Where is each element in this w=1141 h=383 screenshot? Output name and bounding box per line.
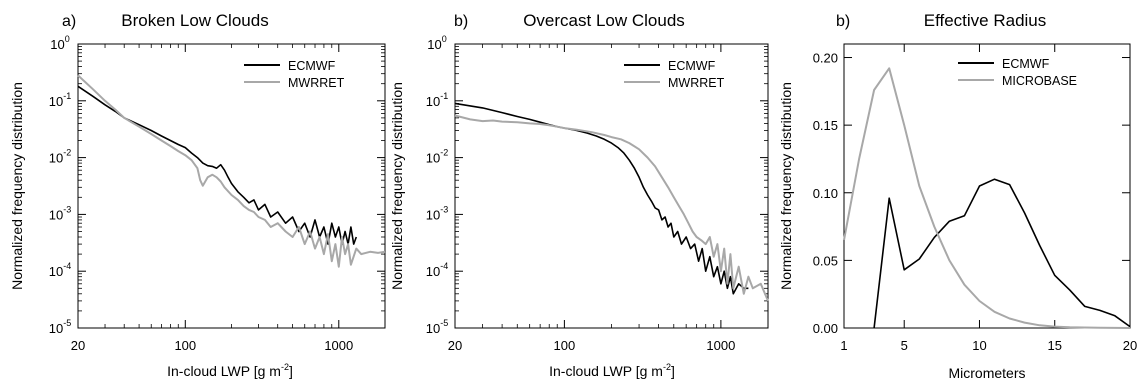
panel-b-y-tick-label: 10-1	[426, 91, 448, 109]
panel-a-series-line-ecmwf	[77, 85, 358, 245]
panel-c-x-axis-label: Micrometers	[948, 365, 1025, 381]
panel-c-legend-microbase: MICROBASE	[1002, 74, 1077, 88]
panel-b-legend: ECMWF MWRRET	[624, 59, 725, 90]
panel-b-x-tick-label: 100	[554, 338, 576, 353]
panel-c-series	[843, 67, 1131, 329]
panel-b-letter: b)	[454, 13, 468, 30]
panel-c-y-tick-label: 0.00	[813, 321, 838, 336]
panel-broken-low-clouds: a) Broken Low Clouds 20 100 1000 100 10-1 10-…	[9, 11, 386, 379]
panel-c-x-tick-label: 1	[840, 338, 847, 353]
panel-b-title: Overcast Low Clouds	[523, 11, 685, 30]
panel-c-y-tick-label: 0.10	[813, 186, 838, 201]
panel-b-series	[454, 102, 769, 302]
panel-c-y-tick-label: 0.15	[813, 118, 838, 133]
panel-c-legend: ECMWF MICROBASE	[958, 57, 1077, 88]
panel-c-ticks: 1 5 10 15 200.000.050.100.150.20	[813, 44, 1137, 353]
panel-a-x-tick-label: 20	[71, 338, 85, 353]
panel-c-title: Effective Radius	[924, 11, 1047, 30]
panel-c-x-tick-label: 5	[901, 338, 908, 353]
panel-b-series-line-mwrret	[454, 114, 769, 302]
panel-a-legend-mwrret: MWRRET	[288, 76, 345, 90]
panel-a-y-tick-label: 10-2	[49, 148, 71, 166]
panel-a-series-line-mwrret	[77, 74, 386, 268]
panel-overcast-low-clouds: b) Overcast Low Clouds 20 100 1000 100 10-1 1…	[389, 11, 769, 379]
panel-a-legend: ECMWF MWRRET	[244, 59, 345, 90]
panel-a-y-tick-label: 100	[50, 34, 69, 52]
panel-c-series-line-ecmwf	[873, 178, 1131, 329]
panel-a-x-axis-label: In-cloud LWP [g m-2]	[167, 362, 293, 379]
panel-a-ticks: 20 100 1000 100 10-1 10-2 10-3 10-4 10-5	[49, 34, 386, 353]
panel-b-y-axis-label: Normalized frequency distribution	[389, 82, 405, 290]
panel-c-y-axis-label: Normalized frequency distribution	[778, 82, 794, 290]
panel-b-series-line-ecmwf	[454, 102, 749, 295]
panel-c-y-tick-label: 0.20	[813, 51, 838, 66]
panel-a-y-tick-label: 10-4	[49, 261, 71, 279]
panel-c-y-tick-label: 0.05	[813, 253, 838, 268]
panel-b-y-tick-label: 10-5	[426, 318, 448, 336]
panel-a-letter: a)	[62, 13, 76, 30]
panel-b-x-tick-label: 20	[448, 338, 462, 353]
panel-a-y-axis-label: Normalized frequency distribution	[9, 82, 25, 290]
panel-a-series	[77, 74, 386, 268]
panel-a-y-tick-label: 10-1	[49, 91, 71, 109]
panel-a-y-tick-label: 10-5	[49, 318, 71, 336]
panel-b-legend-ecmwf: ECMWF	[668, 59, 716, 73]
panel-c-legend-ecmwf: ECMWF	[1002, 57, 1050, 71]
panel-a-title: Broken Low Clouds	[121, 11, 268, 30]
panel-b-x-axis-label: In-cloud LWP [g m-2]	[549, 362, 675, 379]
panel-a-y-tick-label: 10-3	[49, 204, 71, 222]
panel-b-y-tick-label: 10-2	[426, 148, 448, 166]
panel-effective-radius: b) Effective Radius 1 5 10 15 200.000.050.10…	[778, 11, 1137, 381]
panel-c-x-tick-label: 15	[1048, 338, 1062, 353]
panel-b-ticks: 20 100 1000 100 10-1 10-2 10-3 10-4 10-5	[426, 34, 769, 353]
panel-c-x-tick-label: 20	[1123, 338, 1137, 353]
panel-b-legend-mwrret: MWRRET	[668, 76, 725, 90]
panel-c-plot-frame	[843, 43, 1131, 329]
panel-b-y-tick-label: 10-3	[426, 204, 448, 222]
panel-a-x-tick-label: 100	[174, 338, 196, 353]
panel-b-y-tick-label: 100	[427, 34, 446, 52]
panel-b-x-tick-label: 1000	[706, 338, 735, 353]
panel-a-legend-ecmwf: ECMWF	[288, 59, 336, 73]
panel-b-y-tick-label: 10-4	[426, 261, 448, 279]
panel-c-x-tick-label: 10	[972, 338, 986, 353]
panel-c-letter: b)	[836, 13, 850, 30]
panel-c-series-line-microbase	[843, 67, 1131, 329]
panel-a-x-tick-label: 1000	[324, 338, 353, 353]
